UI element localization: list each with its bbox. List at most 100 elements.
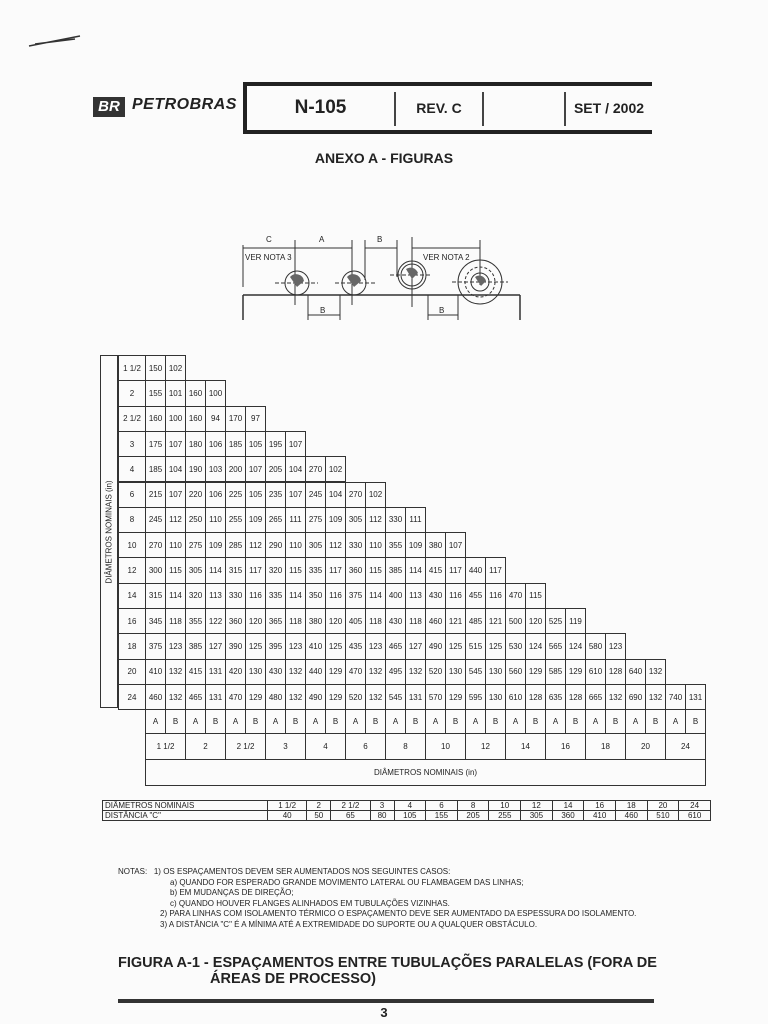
distance-cell: 460	[614, 810, 648, 821]
spacing-cell: 400	[385, 582, 406, 609]
row-diameter-label: 16	[118, 608, 146, 635]
spacing-cell: 160	[145, 405, 166, 432]
spacing-cell: 109	[245, 506, 266, 534]
column-diameter-label: 6	[345, 733, 386, 761]
spacing-cell: 490	[425, 633, 446, 660]
spacing-cell: 225	[225, 481, 246, 508]
spacing-cell: 117	[325, 557, 346, 584]
spacing-cell: 103	[205, 456, 226, 483]
spacing-cell: 430	[265, 658, 286, 685]
column-sublabel: A	[385, 709, 406, 735]
spacing-cell: 200	[225, 456, 246, 483]
spacing-cell: 112	[245, 532, 266, 559]
caption-line-1: FIGURA A-1 - ESPAÇAMENTOS ENTRE TUBULAÇÕ…	[118, 955, 657, 971]
column-diameter-label: 14	[505, 733, 546, 761]
spacing-cell: 465	[185, 683, 206, 711]
distance-cell: 305	[520, 810, 553, 821]
spacing-cell: 117	[445, 557, 466, 584]
note-3: 3) A DISTÂNCIA "C" É A MÍNIMA ATÉ A EXTR…	[160, 919, 538, 929]
spacing-cell: 130	[445, 658, 466, 685]
spacing-cell: 315	[225, 557, 246, 584]
spacing-cell: 128	[565, 683, 586, 711]
row-diameter-label: 2 1/2	[118, 405, 146, 432]
caption-line-2: ÁREAS DE PROCESSO)	[210, 971, 376, 987]
spacing-cell: 395	[265, 633, 286, 660]
spacing-cell: 195	[265, 430, 286, 458]
spacing-cell: 495	[385, 658, 406, 685]
spacing-cell: 565	[545, 633, 566, 660]
spacing-cell: 120	[525, 608, 546, 635]
column-sublabel: B	[325, 709, 346, 735]
spacing-cell: 285	[225, 532, 246, 559]
column-sublabel: B	[245, 709, 266, 735]
doc-number: N-105	[294, 97, 347, 118]
spacing-cell: 320	[185, 582, 206, 609]
column-diameter-label: 1 1/2	[145, 733, 186, 761]
spacing-cell: 740	[665, 683, 686, 711]
distance-cell: 360	[551, 810, 585, 821]
spacing-cell: 107	[165, 481, 186, 508]
spacing-cell: 330	[385, 506, 406, 534]
spacing-cell: 129	[245, 683, 266, 711]
column-diameter-label: 10	[425, 733, 466, 761]
spacing-cell: 115	[285, 557, 306, 584]
spacing-cell: 118	[365, 608, 386, 635]
spacing-cell: 175	[145, 430, 166, 458]
spacing-cell: 129	[525, 658, 546, 685]
row-diameter-label: 3	[118, 430, 146, 458]
spacing-cell: 665	[585, 683, 606, 711]
spacing-cell: 365	[265, 608, 286, 635]
column-diameter-label: 3	[265, 733, 306, 761]
spacing-cell: 185	[225, 430, 246, 458]
spacing-cell: 100	[205, 380, 226, 407]
label-c: C	[266, 235, 272, 244]
label-b1: B	[320, 306, 325, 315]
spacing-cell: 275	[185, 532, 206, 559]
spacing-cell: 235	[265, 481, 286, 508]
spacing-cell: 118	[285, 608, 306, 635]
distance-table: DIÂMETROS NOMINAIS 1 1/2 2 2 1/2 3 4 6 8 10 12 14 1…	[102, 800, 711, 821]
spacing-cell: 107	[445, 532, 466, 559]
spacing-cell: 114	[365, 582, 386, 609]
spacing-cell: 132	[285, 658, 306, 685]
spacing-cell: 118	[165, 608, 186, 635]
spacing-cell: 131	[205, 658, 226, 685]
spacing-cell: 335	[265, 582, 286, 609]
column-sublabel: A	[225, 709, 246, 735]
spacing-cell: 390	[225, 633, 246, 660]
spacing-cell: 330	[345, 532, 366, 559]
column-sublabel: B	[405, 709, 426, 735]
spacing-cell: 410	[145, 658, 166, 685]
spacing-cell: 109	[325, 506, 346, 534]
notes-heading: NOTAS:	[118, 867, 148, 876]
spacing-cell: 131	[205, 683, 226, 711]
spacing-cell: 375	[145, 633, 166, 660]
diameter-cell: 16	[583, 800, 616, 811]
column-sublabel: A	[545, 709, 566, 735]
spacing-cell: 123	[365, 633, 386, 660]
spacing-cell: 500	[505, 608, 526, 635]
spacing-cell: 335	[305, 557, 326, 584]
spacing-cell: 270	[145, 532, 166, 559]
spacing-cell: 97	[245, 405, 266, 432]
spacing-cell: 100	[165, 405, 186, 432]
spacing-cell: 110	[205, 506, 226, 534]
distance-cell: 40	[266, 810, 308, 821]
spacing-cell: 132	[365, 683, 386, 711]
spacing-cell: 112	[365, 506, 386, 534]
distance-cell: 510	[646, 810, 680, 821]
spacing-cell: 118	[405, 608, 426, 635]
spacing-cell: 415	[425, 557, 446, 584]
spacing-cell: 520	[345, 683, 366, 711]
diameter-cell: 2 1/2	[330, 800, 371, 811]
label-b2: B	[439, 306, 444, 315]
row-diameter-label: 6	[118, 481, 146, 508]
spacing-cell: 525	[545, 608, 566, 635]
spacing-cell: 113	[205, 582, 226, 609]
spacing-cell: 345	[145, 608, 166, 635]
spacing-cell: 190	[185, 456, 206, 483]
section-title: ANEXO A - FIGURAS	[314, 150, 454, 166]
row-diameter-label: 2	[118, 380, 146, 407]
spacing-cell: 220	[185, 481, 206, 508]
spacing-cell: 405	[345, 608, 366, 635]
